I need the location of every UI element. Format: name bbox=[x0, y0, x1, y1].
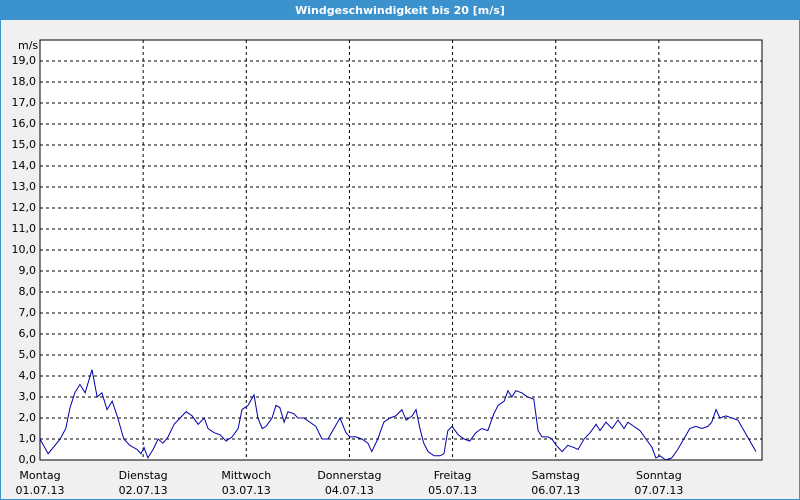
y-tick-label: 9,0 bbox=[19, 264, 37, 277]
x-tick-date: 07.07.13 bbox=[634, 484, 683, 497]
y-tick-label: 8,0 bbox=[19, 285, 37, 298]
x-tick-date: 03.07.13 bbox=[222, 484, 271, 497]
y-tick-label: 0,0 bbox=[19, 453, 37, 466]
y-tick-label: 5,0 bbox=[19, 348, 37, 361]
y-tick-label: 18,0 bbox=[12, 75, 37, 88]
y-tick-label: 4,0 bbox=[19, 369, 37, 382]
y-tick-label: 14,0 bbox=[12, 159, 37, 172]
x-tick-date: 06.07.13 bbox=[531, 484, 580, 497]
y-tick-label: 17,0 bbox=[12, 96, 37, 109]
y-tick-label: 16,0 bbox=[12, 117, 37, 130]
x-tick-date: 04.07.13 bbox=[325, 484, 374, 497]
y-tick-label: 2,0 bbox=[19, 411, 37, 424]
x-tick-label: Sonntag bbox=[636, 469, 682, 482]
y-tick-label: 7,0 bbox=[19, 306, 37, 319]
y-tick-label: 12,0 bbox=[12, 201, 37, 214]
y-tick-label: 11,0 bbox=[12, 222, 37, 235]
data-line bbox=[39, 369, 757, 461]
x-tick-date: 02.07.13 bbox=[119, 484, 168, 497]
x-tick-label: Montag bbox=[19, 469, 60, 482]
x-tick-label: Samstag bbox=[532, 469, 580, 482]
x-tick-label: Dienstag bbox=[119, 469, 168, 482]
y-tick-label: 3,0 bbox=[19, 390, 37, 403]
y-tick-label: 19,0 bbox=[12, 54, 37, 67]
x-tick-label: Donnerstag bbox=[317, 469, 381, 482]
x-tick-label: Mittwoch bbox=[221, 469, 271, 482]
y-tick-label: 10,0 bbox=[12, 243, 37, 256]
y-tick-label: 6,0 bbox=[19, 327, 37, 340]
x-tick-label: Freitag bbox=[434, 469, 472, 482]
y-axis-label: m/s bbox=[18, 39, 38, 52]
title-bar bbox=[0, 0, 800, 20]
chart-title: Windgeschwindigkeit bis 20 [m/s] bbox=[295, 4, 505, 17]
y-tick-label: 15,0 bbox=[12, 138, 37, 151]
x-tick-date: 01.07.13 bbox=[16, 484, 65, 497]
y-tick-label: 1,0 bbox=[19, 432, 37, 445]
y-tick-label: 13,0 bbox=[12, 180, 37, 193]
x-tick-date: 05.07.13 bbox=[428, 484, 477, 497]
